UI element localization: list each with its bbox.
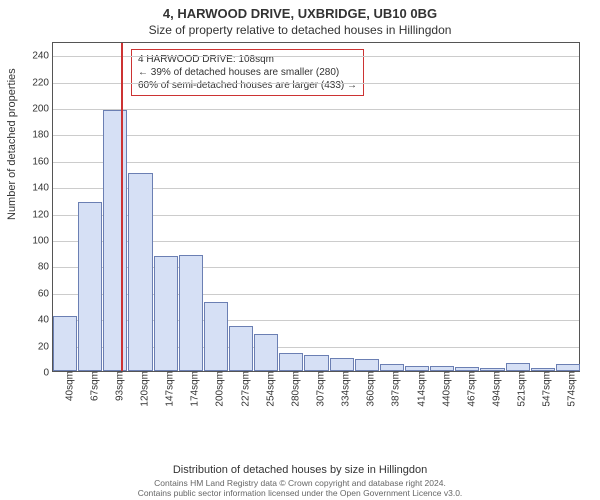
histogram-bar [355,359,379,371]
x-tick-label: 414sqm [414,371,427,407]
y-tick-label: 200 [23,104,53,115]
x-tick-label: 227sqm [238,371,251,407]
gridline [53,83,579,84]
x-tick-label: 387sqm [389,371,402,407]
y-tick-label: 80 [23,262,53,273]
x-tick-label: 120sqm [138,371,151,407]
histogram-bar [254,334,278,371]
y-tick-label: 140 [23,183,53,194]
histogram-bar [78,202,102,371]
histogram-bar [279,353,303,371]
x-tick-label: 200sqm [213,371,226,407]
x-tick-label: 440sqm [439,371,452,407]
gridline [53,135,579,136]
y-tick-label: 40 [23,315,53,326]
y-tick-label: 160 [23,156,53,167]
chart-title-sub: Size of property relative to detached ho… [0,21,600,41]
chart-area: 4 HARWOOD DRIVE: 108sqm ← 39% of detache… [52,42,580,412]
footer-line1: Contains HM Land Registry data © Crown c… [0,478,600,488]
histogram-bar [330,358,354,371]
plot-region: 4 HARWOOD DRIVE: 108sqm ← 39% of detache… [52,42,580,372]
reference-line [121,43,123,371]
histogram-bar [53,316,77,371]
footer-line2: Contains public sector information licen… [0,488,600,498]
x-tick-label: 67sqm [87,371,100,401]
histogram-bar [179,255,203,371]
x-tick-label: 40sqm [62,371,75,401]
x-tick-label: 467sqm [464,371,477,407]
histogram-bar [154,256,178,371]
y-tick-label: 60 [23,288,53,299]
gridline [53,162,579,163]
x-tick-label: 280sqm [288,371,301,407]
y-tick-label: 120 [23,209,53,220]
x-axis-label: Distribution of detached houses by size … [0,464,600,476]
x-tick-label: 147sqm [163,371,176,407]
histogram-bar [103,110,127,371]
x-tick-label: 254sqm [263,371,276,407]
x-tick-label: 360sqm [364,371,377,407]
annotation-line2: ← 39% of detached houses are smaller (28… [138,66,357,79]
footer-attribution: Contains HM Land Registry data © Crown c… [0,478,600,498]
y-tick-label: 20 [23,341,53,352]
annotation-line3: 60% of semi-detached houses are larger (… [138,79,357,92]
x-tick-label: 521sqm [515,371,528,407]
histogram-bar [229,326,253,371]
x-tick-label: 307sqm [314,371,327,407]
y-tick-label: 180 [23,130,53,141]
x-tick-label: 174sqm [188,371,201,407]
histogram-bar [204,302,228,371]
y-tick-label: 100 [23,236,53,247]
y-tick-label: 0 [23,368,53,379]
x-tick-label: 574sqm [565,371,578,407]
y-tick-label: 240 [23,51,53,62]
histogram-bar [556,364,580,371]
x-tick-label: 93sqm [112,371,125,401]
histogram-bar [304,355,328,371]
chart-title-main: 4, HARWOOD DRIVE, UXBRIDGE, UB10 0BG [0,0,600,21]
histogram-bar [506,363,530,371]
y-tick-label: 220 [23,77,53,88]
histogram-bar [128,173,152,371]
y-axis-label: Number of detached properties [6,68,18,220]
annotation-line1: 4 HARWOOD DRIVE: 108sqm [138,53,357,66]
x-tick-label: 547sqm [540,371,553,407]
x-tick-label: 494sqm [490,371,503,407]
histogram-bar [380,364,404,371]
gridline [53,109,579,110]
x-tick-label: 334sqm [339,371,352,407]
gridline [53,56,579,57]
